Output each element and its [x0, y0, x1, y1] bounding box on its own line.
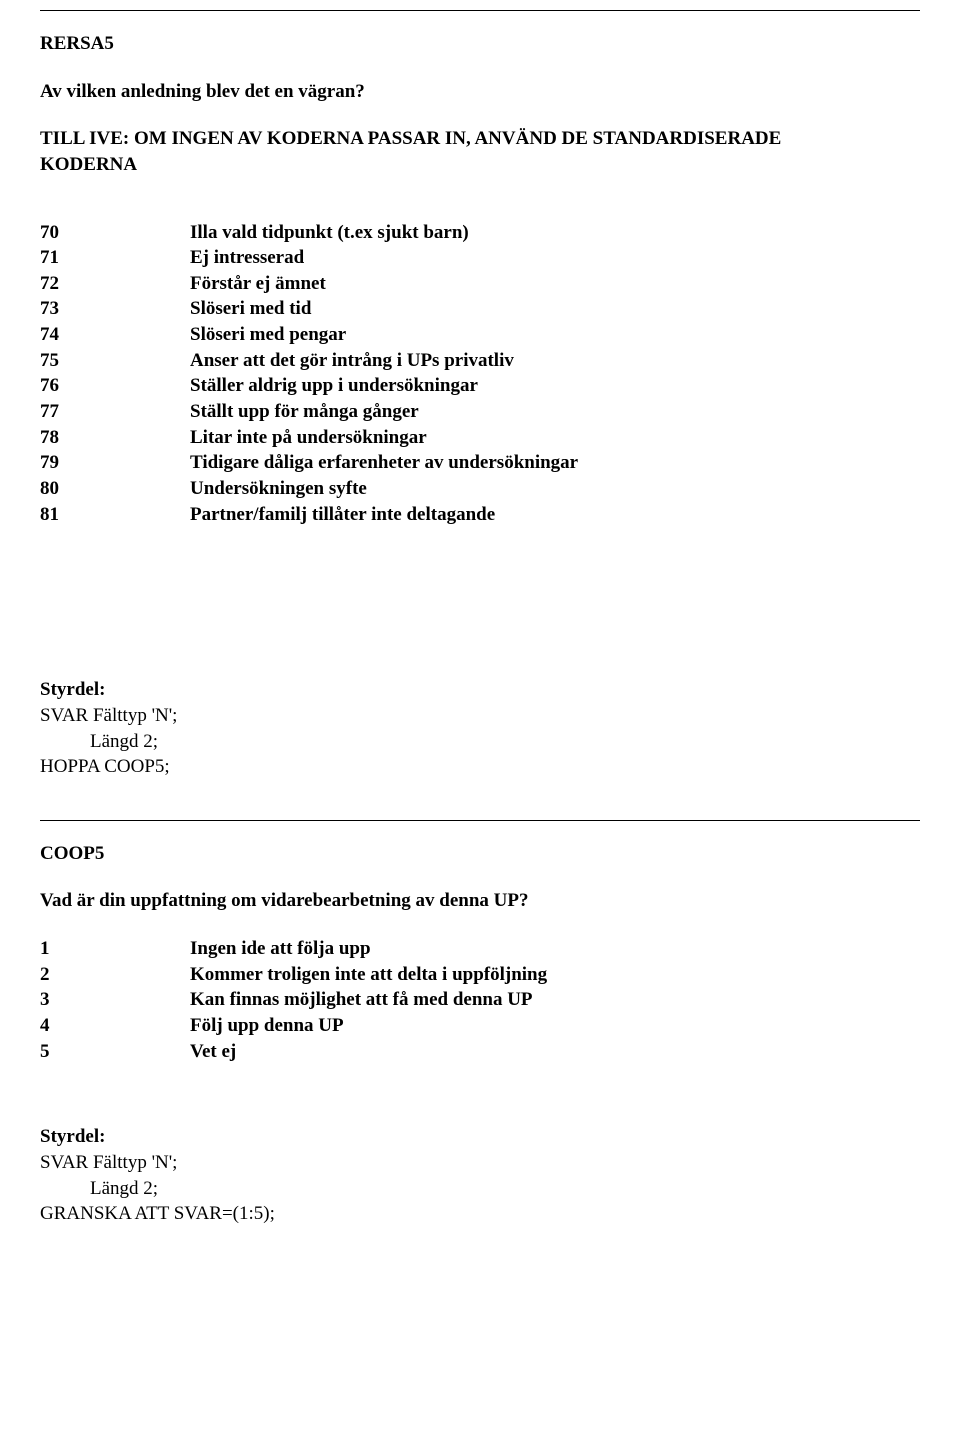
- divider-top: [40, 10, 920, 11]
- code-text: Anser att det gör intrång i UPs privatli…: [190, 348, 514, 374]
- code-text: Kommer troligen inte att delta i uppfölj…: [190, 962, 547, 988]
- section2-question: Vad är din uppfattning om vidarebearbetn…: [40, 888, 920, 914]
- code-text: Partner/familj tillåter inte deltagande: [190, 502, 495, 528]
- code-row: 77 Ställt upp för många gånger: [40, 399, 920, 425]
- styrdel-line: SVAR Fälttyp 'N';: [40, 703, 920, 729]
- code-row: 3 Kan finnas möjlighet att få med denna …: [40, 987, 920, 1013]
- instruction-line: KODERNA: [40, 152, 920, 178]
- code-text: Kan finnas möjlighet att få med denna UP: [190, 987, 533, 1013]
- code-row: 76 Ställer aldrig upp i undersökningar: [40, 373, 920, 399]
- code-number: 72: [40, 271, 190, 297]
- code-row: 79 Tidigare dåliga erfarenheter av under…: [40, 450, 920, 476]
- instruction-line: TILL IVE: OM INGEN AV KODERNA PASSAR IN,…: [40, 126, 920, 152]
- code-number: 77: [40, 399, 190, 425]
- code-number: 75: [40, 348, 190, 374]
- styrdel-line: SVAR Fälttyp 'N';: [40, 1150, 920, 1176]
- code-text: Slöseri med pengar: [190, 322, 346, 348]
- code-row: 70 Illa vald tidpunkt (t.ex sjukt barn): [40, 220, 920, 246]
- code-text: Förstår ej ämnet: [190, 271, 326, 297]
- code-row: 2 Kommer troligen inte att delta i uppfö…: [40, 962, 920, 988]
- code-number: 2: [40, 962, 190, 988]
- code-number: 71: [40, 245, 190, 271]
- code-text: Illa vald tidpunkt (t.ex sjukt barn): [190, 220, 469, 246]
- code-text: Följ upp denna UP: [190, 1013, 344, 1039]
- section1-codes: 70 Illa vald tidpunkt (t.ex sjukt barn) …: [40, 220, 920, 528]
- section1-styrdel: Styrdel: SVAR Fälttyp 'N'; Längd 2; HOPP…: [40, 677, 920, 780]
- styrdel-line: GRANSKA ATT SVAR=(1:5);: [40, 1201, 920, 1227]
- code-text: Ej intresserad: [190, 245, 304, 271]
- code-number: 1: [40, 936, 190, 962]
- section2-styrdel: Styrdel: SVAR Fälttyp 'N'; Längd 2; GRAN…: [40, 1124, 920, 1227]
- code-number: 5: [40, 1039, 190, 1065]
- code-row: 4 Följ upp denna UP: [40, 1013, 920, 1039]
- code-number: 4: [40, 1013, 190, 1039]
- code-row: 81 Partner/familj tillåter inte deltagan…: [40, 502, 920, 528]
- section2-id: COOP5: [40, 841, 920, 867]
- code-row: 74 Slöseri med pengar: [40, 322, 920, 348]
- code-number: 3: [40, 987, 190, 1013]
- code-text: Undersökningen syfte: [190, 476, 367, 502]
- code-row: 75 Anser att det gör intrång i UPs priva…: [40, 348, 920, 374]
- code-row: 72 Förstår ej ämnet: [40, 271, 920, 297]
- divider-mid: [40, 820, 920, 821]
- styrdel-line: Längd 2;: [40, 1176, 920, 1202]
- code-text: Slöseri med tid: [190, 296, 311, 322]
- code-text: Ingen ide att följa upp: [190, 936, 371, 962]
- code-number: 78: [40, 425, 190, 451]
- code-text: Tidigare dåliga erfarenheter av undersök…: [190, 450, 578, 476]
- styrdel-label: Styrdel:: [40, 677, 920, 703]
- styrdel-line: HOPPA COOP5;: [40, 754, 920, 780]
- code-text: Ställer aldrig upp i undersökningar: [190, 373, 478, 399]
- code-number: 76: [40, 373, 190, 399]
- code-number: 81: [40, 502, 190, 528]
- code-number: 74: [40, 322, 190, 348]
- code-number: 79: [40, 450, 190, 476]
- code-text: Vet ej: [190, 1039, 236, 1065]
- section1-question: Av vilken anledning blev det en vägran?: [40, 79, 920, 105]
- styrdel-line: Längd 2;: [40, 729, 920, 755]
- section2-codes: 1 Ingen ide att följa upp 2 Kommer troli…: [40, 936, 920, 1064]
- code-row: 5 Vet ej: [40, 1039, 920, 1065]
- code-number: 80: [40, 476, 190, 502]
- code-row: 80 Undersökningen syfte: [40, 476, 920, 502]
- code-text: Litar inte på undersökningar: [190, 425, 427, 451]
- section1-id: RERSA5: [40, 31, 920, 57]
- code-number: 73: [40, 296, 190, 322]
- code-row: 73 Slöseri med tid: [40, 296, 920, 322]
- code-row: 1 Ingen ide att följa upp: [40, 936, 920, 962]
- styrdel-label: Styrdel:: [40, 1124, 920, 1150]
- code-row: 71 Ej intresserad: [40, 245, 920, 271]
- section1-instruction: TILL IVE: OM INGEN AV KODERNA PASSAR IN,…: [40, 126, 920, 177]
- code-row: 78 Litar inte på undersökningar: [40, 425, 920, 451]
- code-number: 70: [40, 220, 190, 246]
- code-text: Ställt upp för många gånger: [190, 399, 419, 425]
